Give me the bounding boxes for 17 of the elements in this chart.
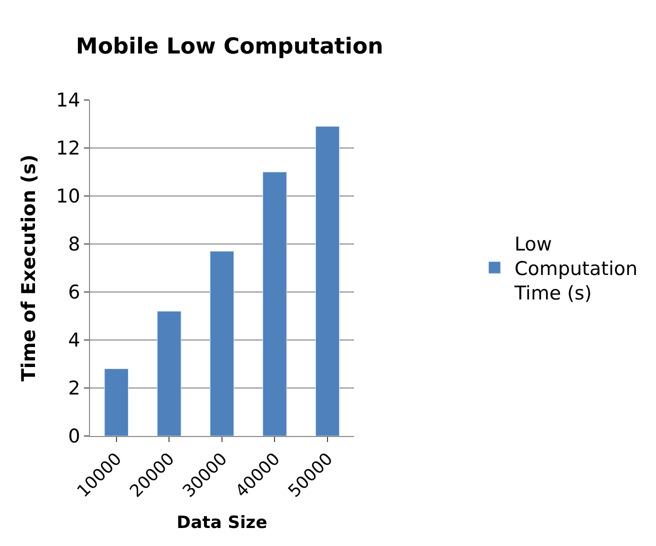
y-tick-label: 0 bbox=[68, 426, 80, 448]
y-tick-label: 2 bbox=[68, 378, 80, 400]
bar bbox=[210, 250, 234, 436]
y-tick-label: 6 bbox=[68, 282, 80, 304]
bar bbox=[157, 310, 182, 436]
x-axis-title: Data Size bbox=[176, 513, 268, 534]
y-tick-label: 4 bbox=[68, 330, 80, 352]
bar bbox=[315, 126, 340, 436]
y-tick-label: 10 bbox=[56, 186, 80, 208]
bar bbox=[262, 172, 287, 436]
y-axis-title: Time of Execution (s) bbox=[18, 154, 40, 382]
chart-title: Mobile Low Computation bbox=[76, 34, 384, 60]
y-tick-label: 12 bbox=[56, 138, 80, 160]
y-tick-label: 8 bbox=[68, 234, 80, 256]
legend-label: Low Computation Time (s) bbox=[514, 233, 638, 305]
y-tick-label: 14 bbox=[56, 90, 80, 112]
bar bbox=[104, 368, 129, 436]
